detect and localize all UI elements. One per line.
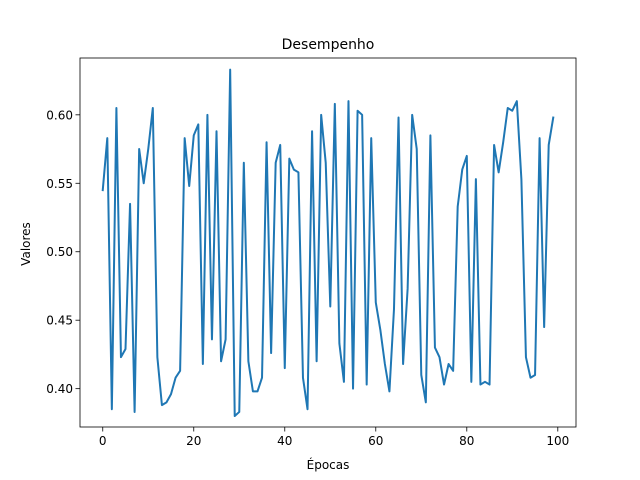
x-tick-label: 0 xyxy=(99,434,107,448)
x-tick-label: 60 xyxy=(368,434,383,448)
x-tick-label: 20 xyxy=(186,434,201,448)
y-tick-label: 0.55 xyxy=(46,177,73,191)
y-tick-label: 0.50 xyxy=(46,245,73,259)
x-axis-label: Épocas xyxy=(307,457,350,472)
axes-frame xyxy=(79,57,577,428)
y-tick-label: 0.45 xyxy=(46,314,73,328)
x-tick-label: 40 xyxy=(277,434,292,448)
y-tick-label: 0.40 xyxy=(46,382,73,396)
x-tick-label: 80 xyxy=(459,434,474,448)
y-tick-label: 0.60 xyxy=(46,108,73,122)
y-axis-label: Valores xyxy=(19,222,33,266)
chart-title: Desempenho xyxy=(282,37,375,53)
axes: 0 20 40 60 80 100 0.40 0.45 0.50 0.55 0.60 xyxy=(46,57,577,448)
x-tick-label: 100 xyxy=(546,434,569,448)
plot-area xyxy=(101,68,555,418)
series-line-0 xyxy=(101,68,555,418)
